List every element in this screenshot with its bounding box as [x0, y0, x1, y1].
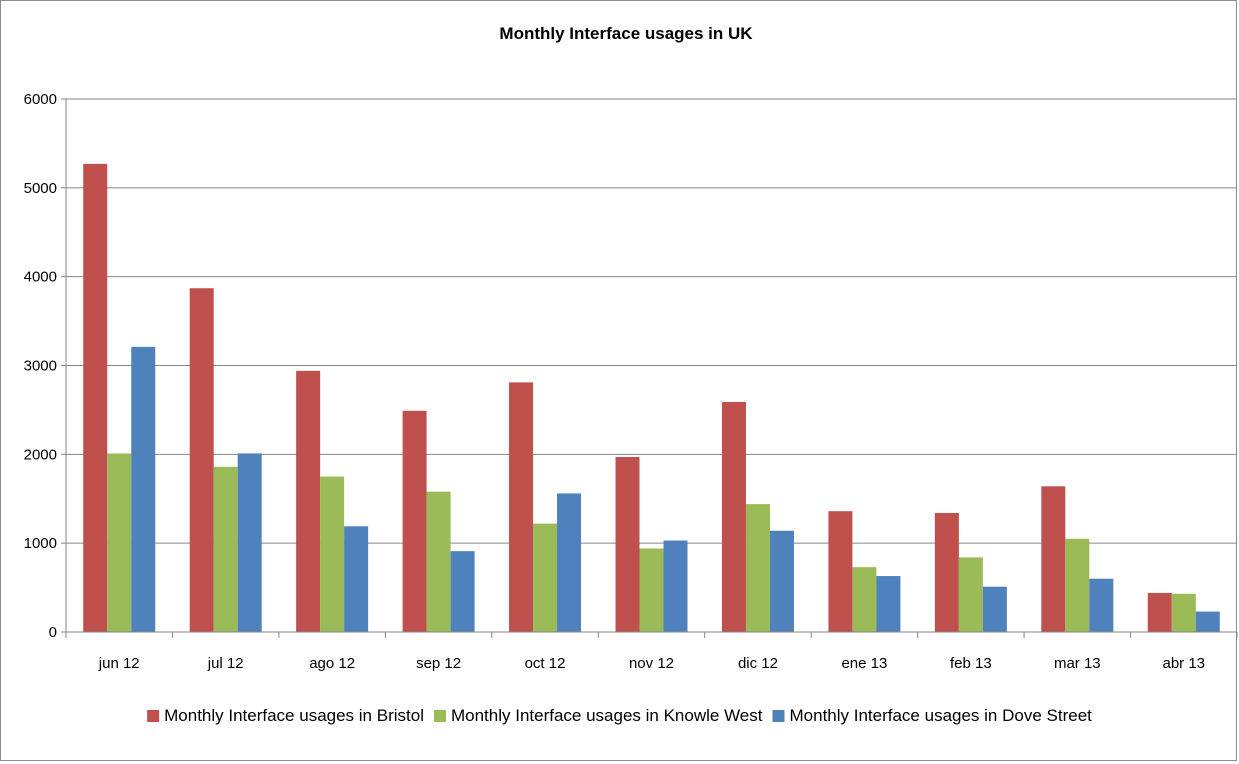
y-tick-label: 3000 [24, 358, 57, 375]
x-tick-label: oct 12 [525, 655, 566, 672]
bar [557, 493, 582, 632]
y-tick-label: 0 [49, 624, 57, 641]
x-tick-label: ago 12 [309, 655, 355, 672]
x-tick-label: jul 12 [207, 655, 244, 672]
bar [745, 504, 770, 632]
x-tick-label: abr 13 [1162, 655, 1205, 672]
legend-label: Monthly Interface usages in Dove Street [789, 706, 1092, 725]
bar [509, 382, 534, 632]
x-tick-label: feb 13 [950, 655, 992, 672]
bar [721, 401, 746, 632]
bar [533, 523, 558, 632]
bar [237, 453, 262, 632]
y-tick-label: 6000 [24, 91, 57, 108]
bar [1171, 593, 1196, 632]
bar [213, 466, 238, 632]
legend-swatch [772, 710, 785, 722]
x-axis-ticks: jun 12 jul 12 ago 12 sep 12 oct 12 nov 12 dic … [65, 632, 1238, 672]
bar [958, 557, 983, 632]
legend-item: Monthly Interface usages in Dove Street [772, 706, 1092, 725]
bar [852, 567, 877, 632]
bar [450, 551, 475, 632]
bar [639, 548, 664, 632]
y-tick-label: 1000 [24, 535, 57, 552]
bar [131, 346, 156, 632]
bar [1195, 611, 1220, 632]
x-tick-label: jun 12 [98, 655, 140, 672]
bar [663, 540, 688, 632]
bar [1089, 578, 1114, 632]
x-tick-label: mar 13 [1054, 655, 1101, 672]
y-tick-label: 2000 [24, 446, 57, 463]
x-tick-label: ene 13 [841, 655, 887, 672]
legend-swatch [147, 710, 160, 722]
legend-item: Monthly Interface usages in Bristol [147, 706, 424, 725]
bar [1065, 538, 1090, 632]
bar [83, 163, 108, 632]
legend-label: Monthly Interface usages in Bristol [164, 706, 424, 725]
y-tick-label: 5000 [24, 180, 57, 197]
legend: Monthly Interface usages in Bristol Month… [147, 706, 1092, 725]
y-axis-ticks: 0 1000 2000 3000 4000 5000 6000 [24, 91, 66, 641]
legend-item: Monthly Interface usages in Knowle West [433, 706, 763, 725]
x-tick-label: sep 12 [416, 655, 461, 672]
x-tick-label: dic 12 [738, 655, 778, 672]
bar [344, 526, 369, 632]
bar [107, 453, 132, 632]
bars [83, 163, 1220, 632]
legend-label: Monthly Interface usages in Knowle West [451, 706, 763, 725]
bar [1041, 486, 1066, 632]
bar [769, 530, 794, 632]
bar [615, 456, 640, 632]
x-tick-label: nov 12 [629, 655, 674, 672]
bar [426, 491, 451, 632]
legend-swatch [433, 710, 446, 722]
bar [402, 410, 427, 632]
y-tick-label: 4000 [24, 269, 57, 286]
bar [934, 512, 959, 632]
bar [189, 288, 214, 632]
axes [65, 99, 1237, 633]
bar [320, 476, 345, 632]
bar [876, 576, 901, 632]
bar [1147, 592, 1172, 632]
chart-title: Monthly Interface usages in UK [499, 24, 753, 43]
bar [828, 511, 853, 632]
bar [982, 586, 1007, 632]
bar [296, 370, 321, 632]
